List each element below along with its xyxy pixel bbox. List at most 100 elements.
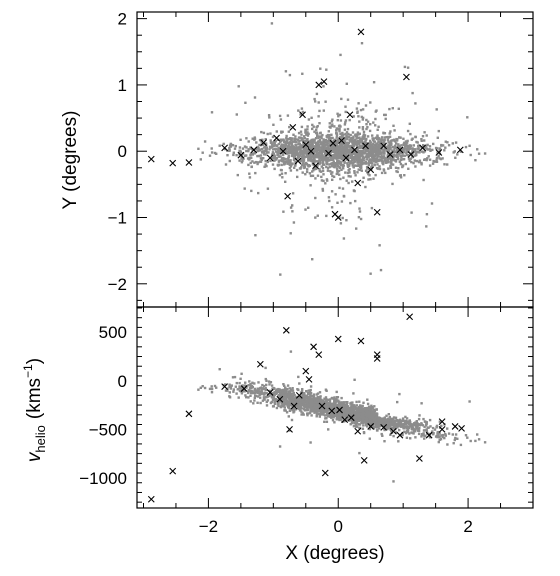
grey-point <box>312 406 315 409</box>
grey-point <box>245 146 248 149</box>
grey-point <box>410 138 413 141</box>
cross-point <box>289 123 297 131</box>
grey-point <box>248 384 252 387</box>
grey-point <box>266 132 269 136</box>
grey-point <box>288 73 292 77</box>
grey-point <box>322 179 325 183</box>
grey-point <box>396 156 400 159</box>
grey-point <box>320 179 324 182</box>
grey-point <box>292 391 295 395</box>
grey-point <box>257 161 260 164</box>
grey-point <box>404 142 407 145</box>
cross-point <box>354 179 362 187</box>
grey-point <box>261 399 265 402</box>
grey-point <box>272 386 275 390</box>
grey-point <box>383 136 387 139</box>
grey-point <box>354 420 357 424</box>
grey-point <box>351 156 354 159</box>
grey-point <box>433 428 437 431</box>
grey-point <box>361 137 364 141</box>
grey-point <box>358 161 361 164</box>
grey-point <box>307 397 310 401</box>
grey-point <box>262 146 266 149</box>
grey-point <box>358 423 362 426</box>
grey-point <box>385 421 388 424</box>
grey-point <box>454 436 457 440</box>
grey-point <box>315 414 318 417</box>
grey-point <box>386 424 389 428</box>
grey-point <box>364 161 368 164</box>
grey-point <box>278 445 282 448</box>
grey-point <box>296 146 299 149</box>
grey-point <box>345 131 349 134</box>
grey-point <box>411 153 414 156</box>
grey-point <box>402 424 405 427</box>
grey-point <box>282 145 285 149</box>
grey-point <box>303 137 307 140</box>
grey-point <box>275 406 279 410</box>
cross-point <box>320 78 328 85</box>
grey-point <box>393 129 396 132</box>
grey-point <box>208 387 212 391</box>
grey-point <box>264 159 267 163</box>
grey-point <box>403 65 407 69</box>
grey-point <box>410 211 413 214</box>
grey-point <box>339 154 342 157</box>
grey-point <box>362 152 365 155</box>
grey-point <box>361 180 364 184</box>
grey-point <box>385 414 388 417</box>
grey-point <box>322 173 325 176</box>
grey-point <box>356 159 359 162</box>
grey-point <box>382 155 386 158</box>
grey-point <box>287 400 291 403</box>
grey-point <box>325 151 328 155</box>
grey-point <box>318 109 321 113</box>
grey-point <box>436 430 439 434</box>
grey-point <box>422 432 425 435</box>
grey-point <box>416 424 419 427</box>
grey-point <box>271 143 274 146</box>
grey-point <box>356 408 359 411</box>
grey-point <box>437 434 440 437</box>
grey-point <box>287 154 291 158</box>
grey-point <box>381 136 384 139</box>
grey-point <box>362 130 366 134</box>
grey-point <box>300 410 303 413</box>
grey-point <box>303 135 306 138</box>
grey-point <box>281 176 284 179</box>
grey-point <box>418 414 421 417</box>
grey-point <box>285 160 289 163</box>
grey-point <box>362 401 365 404</box>
grey-point <box>339 144 342 148</box>
grey-point <box>387 427 390 430</box>
grey-point <box>384 418 388 421</box>
grey-point <box>307 165 310 168</box>
grey-point <box>346 408 350 412</box>
grey-point <box>302 153 305 156</box>
grey-point <box>406 139 409 143</box>
grey-point <box>362 137 366 140</box>
grey-point <box>401 417 405 420</box>
grey-point <box>395 150 398 153</box>
grey-point <box>380 154 383 157</box>
grey-point <box>279 151 282 155</box>
grey-point <box>358 418 361 421</box>
grey-point <box>364 104 368 107</box>
grey-point <box>409 152 413 155</box>
grey-point <box>357 102 360 105</box>
grey-point <box>321 150 324 153</box>
grey-point <box>265 151 269 154</box>
top-grey-cloud <box>197 22 487 276</box>
grey-point <box>300 153 303 156</box>
grey-point <box>342 156 345 159</box>
grey-point <box>232 153 235 157</box>
grey-point <box>382 141 386 144</box>
grey-point <box>407 157 411 160</box>
grey-point <box>288 390 291 393</box>
grey-point <box>325 68 328 71</box>
grey-point <box>451 142 454 145</box>
grey-point <box>333 162 336 165</box>
grey-point <box>308 164 312 167</box>
grey-point <box>262 392 266 395</box>
grey-point <box>359 149 363 153</box>
